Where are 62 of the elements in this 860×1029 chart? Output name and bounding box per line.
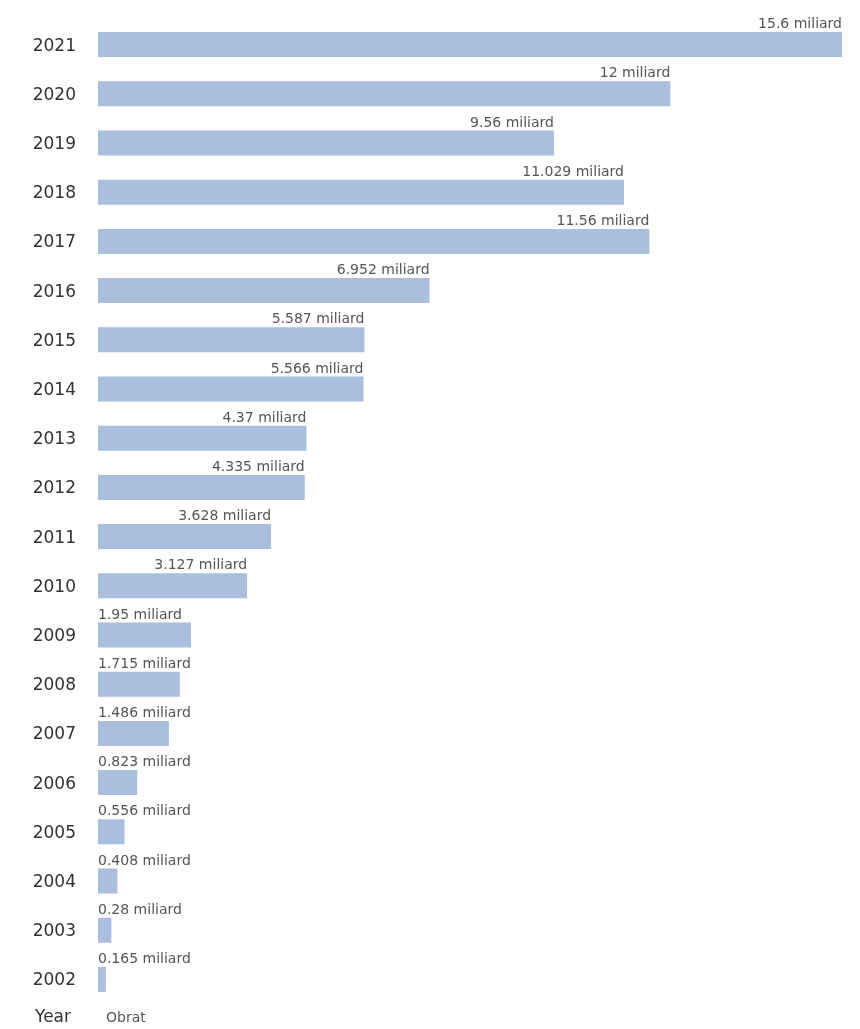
bar	[98, 868, 118, 894]
bar	[98, 278, 430, 304]
data-label: 6.952 miliard	[336, 261, 430, 278]
y-tick-label: 2006	[32, 772, 76, 793]
y-tick-label: 2008	[32, 674, 76, 695]
y-tick-label: 2005	[32, 821, 76, 842]
y-tick-label: 2015	[32, 329, 76, 350]
data-label: 4.335 miliard	[211, 457, 305, 474]
bar	[98, 917, 112, 943]
y-tick-label: 2014	[32, 379, 76, 399]
data-label: 0.165 miliard	[98, 949, 191, 966]
y-tick-label: 2009	[32, 625, 76, 645]
y-tick-label: 2004	[32, 871, 76, 891]
data-label: 12 miliard	[599, 64, 671, 81]
y-tick-label: 2020	[32, 83, 76, 104]
bar	[98, 770, 138, 796]
y-tick-label: 2012	[32, 477, 76, 498]
data-label: 1.486 miliard	[98, 703, 191, 720]
data-label: 11.56 miliard	[556, 211, 650, 228]
bar	[98, 720, 169, 746]
bar	[98, 32, 842, 58]
y-tick-label: 2017	[32, 231, 76, 252]
bar	[98, 966, 106, 992]
y-axis-title: Year	[34, 1005, 71, 1026]
data-label: 15.6 miliard	[758, 15, 842, 32]
y-tick-label: 2007	[32, 723, 76, 744]
data-label: 1.95 miliard	[98, 605, 182, 622]
y-tick-label: 2011	[32, 526, 76, 547]
data-label: 11.029 miliard	[522, 162, 624, 179]
y-tick-label: 2013	[32, 428, 76, 449]
bar	[98, 474, 305, 500]
data-label: 0.28 miliard	[98, 900, 182, 917]
data-label: 0.556 miliard	[98, 802, 191, 819]
data-label: 5.566 miliard	[270, 359, 364, 376]
bar	[98, 573, 248, 599]
bar	[98, 524, 272, 550]
y-tick-label: 2021	[32, 34, 76, 55]
y-tick-label: 2010	[32, 575, 76, 596]
data-label: 3.628 miliard	[178, 507, 272, 524]
y-tick-label: 2002	[32, 969, 76, 990]
bar	[98, 622, 191, 648]
data-label: 3.127 miliard	[154, 556, 248, 573]
y-tick-label: 2018	[32, 182, 76, 203]
data-label: 1.715 miliard	[98, 654, 191, 671]
bar	[98, 327, 365, 353]
y-tick-label: 2016	[32, 280, 76, 301]
data-label: 9.56 miliard	[470, 113, 554, 130]
bar	[98, 819, 125, 845]
data-label: 0.408 miliard	[98, 851, 191, 868]
bar	[98, 130, 554, 156]
y-tick-label: 2019	[32, 133, 76, 153]
x-axis-title: Obrat	[106, 1009, 147, 1025]
bar	[98, 179, 624, 205]
bar	[98, 228, 650, 254]
bar	[98, 81, 671, 107]
bar	[98, 376, 364, 402]
bar	[98, 671, 180, 697]
bar	[98, 425, 307, 451]
data-label: 5.587 miliard	[271, 310, 365, 327]
data-label: 0.823 miliard	[98, 753, 191, 770]
data-label: 4.37 miliard	[222, 408, 307, 425]
y-tick-label: 2003	[32, 920, 76, 941]
